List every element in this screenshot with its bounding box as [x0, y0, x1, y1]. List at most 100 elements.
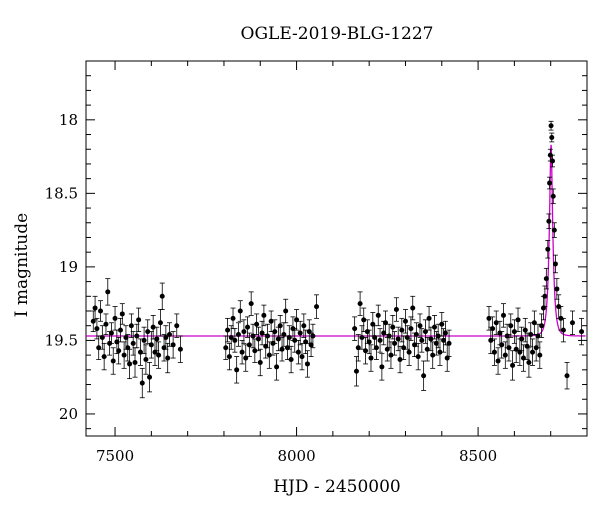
- y-tick-label: 18: [59, 111, 78, 129]
- data-point: [116, 348, 122, 354]
- data-point: [108, 330, 114, 336]
- data-point: [551, 227, 557, 233]
- data-point: [261, 312, 267, 318]
- data-point: [117, 327, 123, 333]
- data-point: [439, 321, 445, 327]
- data-point: [515, 317, 521, 323]
- data-point: [402, 318, 408, 324]
- data-point: [283, 308, 289, 314]
- data-point: [114, 339, 120, 345]
- y-axis-label: I magnitude: [12, 213, 32, 317]
- data-point: [254, 321, 260, 327]
- data-point: [352, 326, 358, 332]
- y-tick-label: 18.5: [45, 184, 78, 202]
- data-point: [432, 324, 438, 330]
- data-point: [560, 327, 566, 333]
- data-point: [353, 368, 359, 374]
- data-point: [446, 340, 452, 346]
- data-point: [526, 359, 532, 365]
- data-point: [92, 305, 98, 311]
- data-point: [528, 332, 534, 338]
- data-point: [408, 326, 414, 332]
- data-point: [139, 380, 145, 386]
- data-point: [157, 320, 163, 326]
- model-curve: [86, 144, 586, 337]
- data-point: [397, 357, 403, 363]
- plot-frame: [85, 60, 588, 437]
- data-point: [292, 337, 298, 343]
- data-point: [490, 326, 496, 332]
- data-point: [121, 352, 127, 358]
- data-point: [417, 323, 423, 329]
- data-point: [395, 336, 401, 342]
- data-point: [499, 342, 505, 348]
- data-point: [147, 374, 153, 380]
- data-point: [386, 333, 392, 339]
- data-point: [257, 359, 263, 365]
- data-point: [569, 320, 575, 326]
- data-point: [550, 193, 556, 199]
- data-point: [156, 352, 162, 358]
- data-point: [550, 158, 556, 164]
- data-point: [373, 345, 379, 351]
- data-point: [393, 307, 399, 313]
- data-point: [136, 317, 142, 323]
- data-point: [441, 337, 447, 343]
- data-point: [502, 352, 508, 358]
- data-point: [511, 329, 517, 335]
- data-point: [547, 180, 553, 186]
- data-point: [430, 352, 436, 358]
- data-point: [558, 315, 564, 321]
- data-point: [299, 354, 305, 360]
- data-point: [239, 349, 245, 355]
- data-point: [549, 134, 555, 140]
- data-point: [435, 333, 441, 339]
- data-point: [519, 336, 525, 342]
- data-point: [150, 324, 156, 330]
- data-point: [542, 293, 548, 299]
- data-point: [304, 361, 310, 367]
- data-point: [426, 315, 432, 321]
- data-point: [399, 327, 405, 333]
- data-point: [415, 354, 421, 360]
- data-point: [277, 323, 283, 329]
- data-point: [390, 324, 396, 330]
- data-point: [141, 337, 147, 343]
- data-point: [508, 323, 514, 329]
- data-point: [148, 342, 154, 348]
- data-point: [246, 342, 252, 348]
- data-point: [225, 327, 231, 333]
- data-point: [272, 329, 278, 335]
- data-point: [379, 364, 385, 370]
- data-point: [297, 330, 303, 336]
- data-point: [143, 357, 149, 363]
- data-point: [406, 349, 412, 355]
- y-tick-label: 19: [59, 258, 78, 276]
- data-point: [252, 348, 258, 354]
- data-point: [237, 308, 243, 314]
- data-point: [579, 329, 585, 335]
- data-point: [491, 349, 497, 355]
- data-point: [130, 340, 136, 346]
- data-point: [103, 321, 109, 327]
- data-point: [501, 312, 506, 318]
- data-point: [127, 361, 133, 367]
- data-point: [413, 332, 419, 338]
- data-point: [433, 340, 439, 346]
- data-point: [226, 354, 232, 360]
- y-tick-label: 19.5: [45, 331, 78, 349]
- data-point: [255, 336, 261, 342]
- data-point: [537, 352, 543, 358]
- data-point: [174, 323, 180, 329]
- data-point: [248, 301, 254, 307]
- plot-area: 7500 8000 8500 18 18.5 19 19.5 20: [45, 60, 588, 465]
- data-point: [314, 304, 320, 310]
- data-point: [110, 358, 116, 364]
- data-point: [99, 334, 105, 340]
- data-point: [388, 352, 394, 358]
- data-point: [548, 123, 554, 129]
- data-point: [132, 359, 138, 365]
- data-point: [495, 358, 501, 364]
- data-point: [545, 246, 551, 252]
